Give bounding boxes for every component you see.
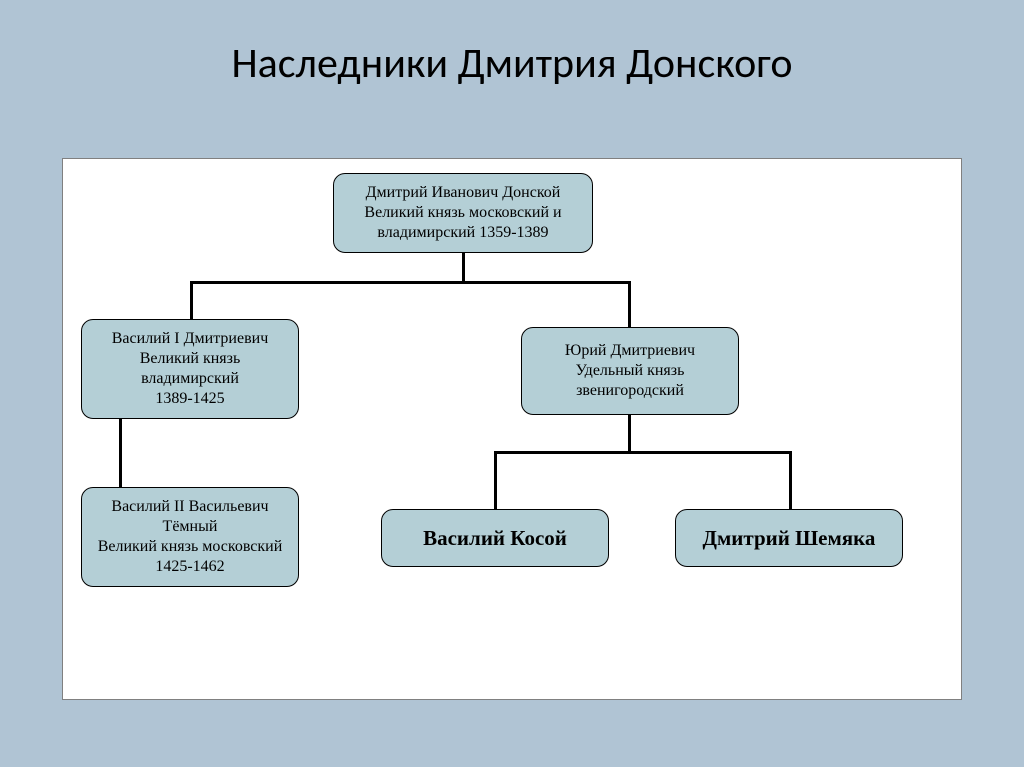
node-root: Дмитрий Иванович ДонскойВеликий князь мо… — [333, 173, 593, 253]
page-title: Наследники Дмитрия Донского — [0, 0, 1024, 89]
node-text: Дмитрий Шемяка — [703, 525, 876, 551]
connector — [190, 281, 193, 319]
node-shemyaka: Дмитрий Шемяка — [675, 509, 903, 567]
connector — [494, 451, 497, 509]
connector — [119, 419, 122, 487]
node-kosoy: Василий Косой — [381, 509, 609, 567]
connector — [494, 451, 792, 454]
node-text: Василий II ВасильевичТёмныйВеликий князь… — [98, 497, 283, 577]
node-text: Василий Косой — [423, 525, 567, 551]
connector — [628, 281, 631, 327]
connector — [462, 253, 465, 281]
node-text: Василий I ДмитриевичВеликий князьвладими… — [112, 329, 269, 409]
tree-chart: Дмитрий Иванович ДонскойВеликий князь мо… — [62, 158, 962, 700]
connector — [789, 451, 792, 509]
node-vasiliy2: Василий II ВасильевичТёмныйВеликий князь… — [81, 487, 299, 587]
node-text: Юрий ДмитриевичУдельный князьзвенигородс… — [565, 341, 695, 401]
node-yuri: Юрий ДмитриевичУдельный князьзвенигородс… — [521, 327, 739, 415]
connector — [628, 415, 631, 451]
node-vasiliy1: Василий I ДмитриевичВеликий князьвладими… — [81, 319, 299, 419]
connector — [190, 281, 630, 284]
node-text: Дмитрий Иванович ДонскойВеликий князь мо… — [364, 183, 561, 243]
